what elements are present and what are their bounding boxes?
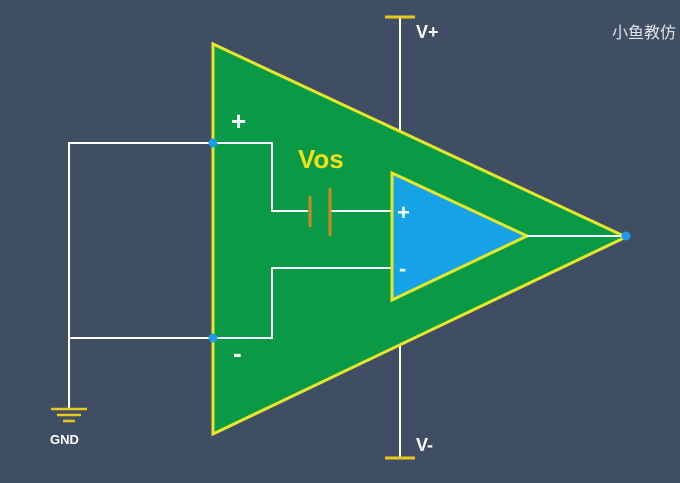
outer-minus-sign: -: [233, 338, 242, 368]
plus-internal-wire: [213, 142, 308, 212]
ground-symbol: [51, 407, 87, 423]
minus-internal-wire: [213, 267, 392, 339]
vplus-label: V+: [416, 22, 439, 42]
watermark-text: 小鱼教仿: [612, 23, 676, 42]
ground-label: GND: [50, 432, 79, 447]
vos-label: Vos: [298, 144, 344, 174]
vos-battery: [308, 188, 332, 236]
plus-input-node: [208, 138, 218, 148]
outer-plus-sign: +: [231, 106, 246, 136]
inner-plus-sign: +: [397, 200, 410, 225]
vminus-label: V-: [416, 435, 433, 455]
output-node: [621, 231, 631, 241]
input-loop-wire: [68, 142, 213, 339]
inner-opamp-triangle: [390, 170, 531, 303]
minus-input-node: [208, 333, 218, 343]
inner-minus-sign: -: [399, 256, 406, 281]
